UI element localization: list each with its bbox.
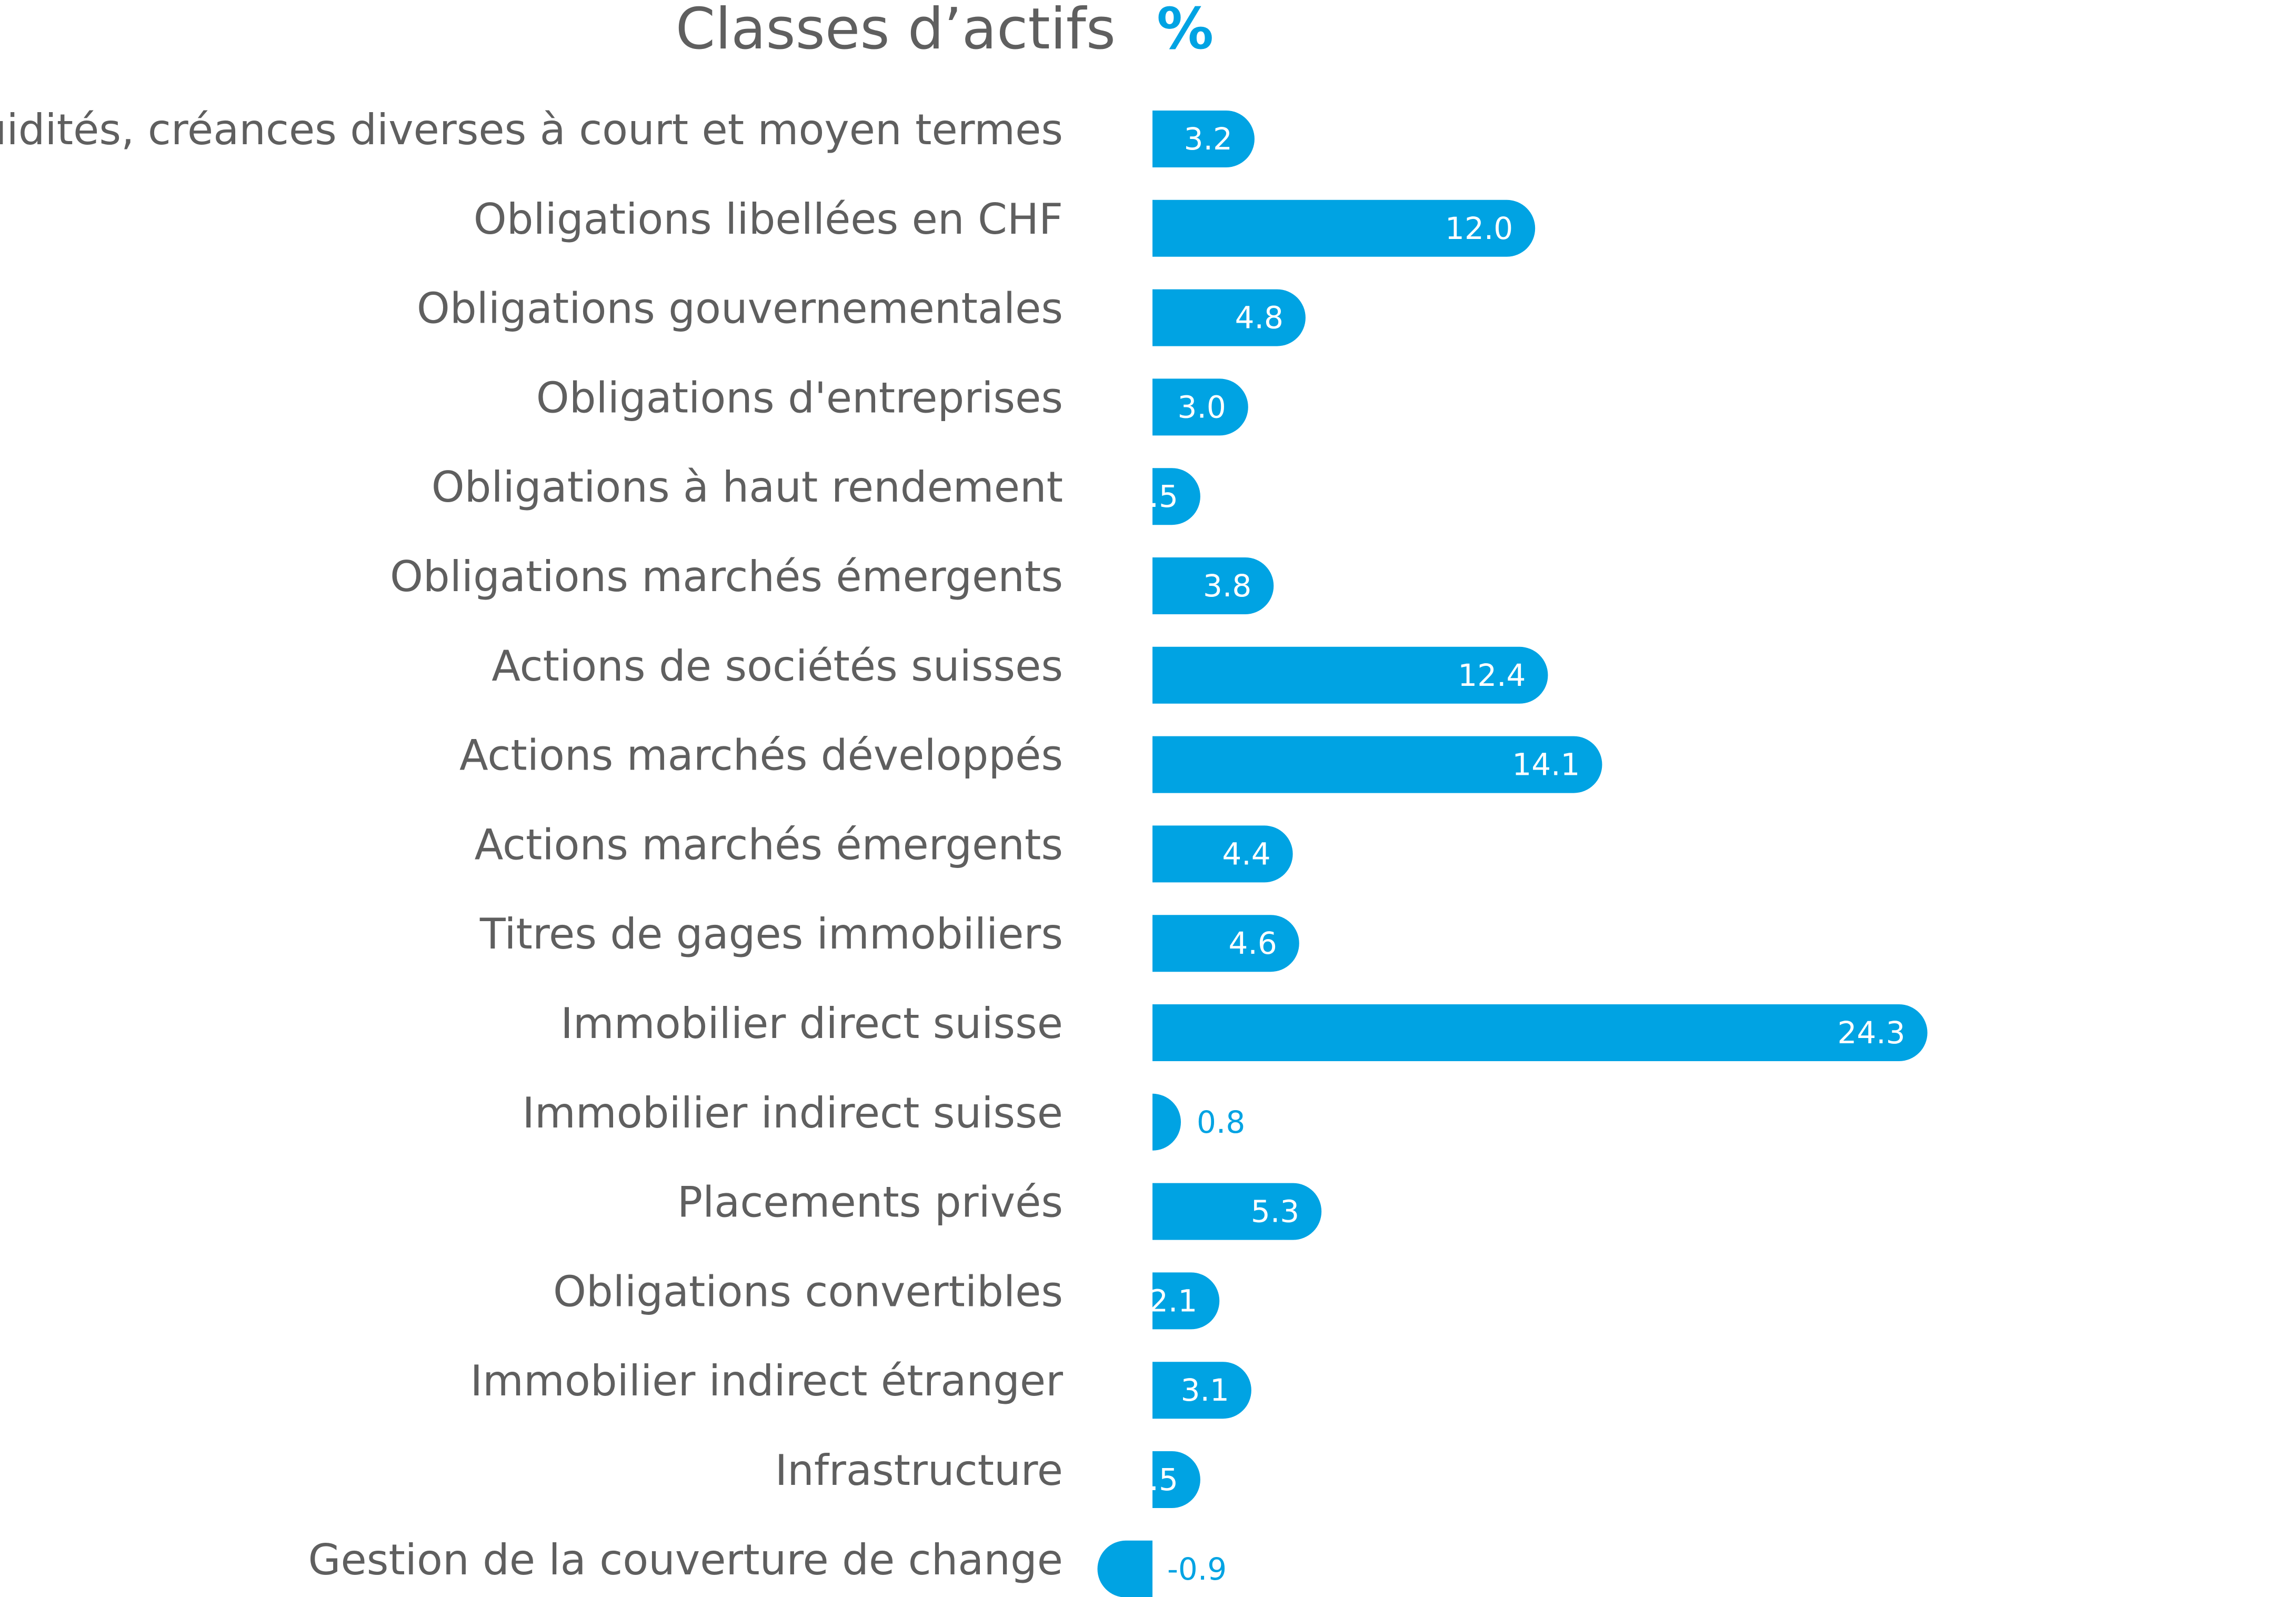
bar bbox=[1152, 825, 1293, 883]
bar bbox=[1152, 111, 1255, 167]
value-label: 2.1 bbox=[1149, 1283, 1197, 1319]
bar bbox=[1152, 736, 1602, 793]
bar-rows: Liquidités, créances diverses à court et… bbox=[0, 105, 1928, 1597]
category-label: Gestion de la couverture de change bbox=[308, 1535, 1063, 1584]
category-label: Immobilier direct suisse bbox=[560, 999, 1063, 1048]
bar bbox=[1152, 1272, 1220, 1330]
value-label: 14.1 bbox=[1512, 747, 1580, 783]
category-label: Actions marchés émergents bbox=[475, 820, 1063, 869]
bar bbox=[1152, 468, 1200, 525]
value-label: 1.5 bbox=[1130, 478, 1178, 514]
category-label: Obligations convertibles bbox=[553, 1267, 1063, 1316]
value-label: 1.5 bbox=[1130, 1462, 1178, 1498]
bar bbox=[1152, 557, 1274, 614]
bar bbox=[1152, 1183, 1322, 1240]
bar bbox=[1152, 646, 1548, 704]
category-label: Obligations à haut rendement bbox=[432, 463, 1063, 512]
category-label: Titres de gages immobiliers bbox=[479, 910, 1063, 959]
value-label: 3.0 bbox=[1178, 389, 1226, 425]
value-label: -0.9 bbox=[1167, 1551, 1227, 1587]
bar bbox=[1152, 378, 1248, 436]
chart-header-title: Classes d’actifs bbox=[676, 0, 1116, 62]
category-label: Immobilier indirect suisse bbox=[522, 1089, 1063, 1137]
category-label: Infrastructure bbox=[775, 1446, 1063, 1495]
value-label: 12.0 bbox=[1445, 211, 1513, 246]
category-label: Obligations gouvernementales bbox=[417, 284, 1063, 333]
value-label: 3.8 bbox=[1203, 568, 1251, 604]
category-label: Placements privés bbox=[677, 1178, 1063, 1227]
bar bbox=[1152, 289, 1306, 346]
value-label: 4.4 bbox=[1222, 836, 1270, 872]
value-label: 3.1 bbox=[1181, 1372, 1229, 1408]
value-label: 24.3 bbox=[1837, 1015, 1905, 1051]
bar bbox=[1152, 1362, 1251, 1419]
bar bbox=[1152, 1093, 1181, 1151]
bar bbox=[1152, 199, 1536, 257]
bar bbox=[1152, 1451, 1200, 1508]
bar bbox=[1152, 915, 1299, 972]
category-label: Obligations marchés émergents bbox=[390, 552, 1063, 601]
category-label: Obligations d'entreprises bbox=[536, 373, 1063, 422]
bar bbox=[1097, 1540, 1152, 1597]
value-label: 4.8 bbox=[1235, 300, 1284, 336]
bar bbox=[1152, 1004, 1928, 1061]
chart-header-unit: % bbox=[1157, 0, 1214, 62]
value-label: 4.6 bbox=[1229, 925, 1277, 961]
category-label: Actions de sociétés suisses bbox=[492, 642, 1063, 691]
category-label: Immobilier indirect étranger bbox=[470, 1356, 1063, 1405]
category-label: Obligations libellées en CHF bbox=[474, 195, 1063, 244]
value-label: 0.8 bbox=[1197, 1104, 1245, 1140]
category-label: Actions marchés développés bbox=[459, 731, 1063, 780]
value-label: 12.4 bbox=[1458, 657, 1526, 693]
value-label: 5.3 bbox=[1251, 1194, 1299, 1230]
value-label: 3.2 bbox=[1184, 121, 1232, 157]
category-label: Liquidités, créances diverses à court et… bbox=[0, 105, 1063, 154]
